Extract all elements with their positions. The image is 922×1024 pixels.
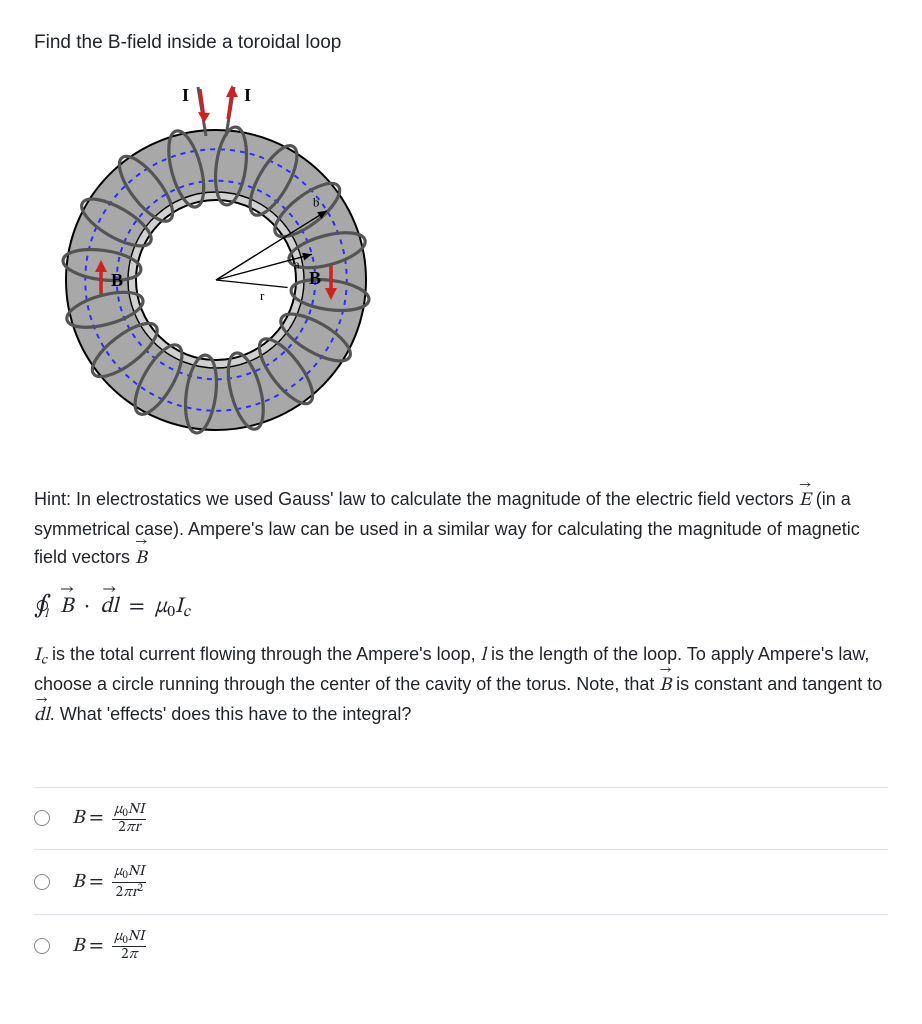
formula-B: B <box>60 590 74 624</box>
para-text-1: is the total current flowing through the… <box>47 644 481 664</box>
opt-N: N <box>128 864 139 879</box>
option-3[interactable]: B = μ0NI 2π <box>34 914 888 969</box>
svg-text:I: I <box>182 85 189 105</box>
hint-text-1: Hint: In electrostatics we used Gauss' l… <box>34 489 799 509</box>
svg-text:b: b <box>313 195 320 210</box>
hint-paragraph: Hint: In electrostatics we used Gauss' l… <box>34 486 888 573</box>
vector-E: E <box>799 486 811 516</box>
opt-N: N <box>128 802 139 817</box>
opt-2-frac: μ0NI 2πr2 <box>112 864 146 900</box>
para-Ic-I: I <box>34 645 41 665</box>
formula-mu: μ <box>155 596 167 618</box>
opt-r: r <box>135 820 141 835</box>
opt-pi: π <box>129 947 138 962</box>
answer-options: B = μ0NI 2πr B = μ0NI 2πr2 B = μ0NI 2π <box>34 787 888 969</box>
formula-Isub: c <box>183 604 190 620</box>
opt-I: I <box>139 864 144 879</box>
option-2[interactable]: B = μ0NI 2πr2 <box>34 849 888 914</box>
opt-B: B <box>72 931 84 962</box>
opt-N: N <box>128 929 139 944</box>
opt-pi: π <box>123 884 132 899</box>
opt-I: I <box>139 929 144 944</box>
opt-B: B <box>72 867 84 898</box>
figure-toroid: I I B Ba b r <box>46 75 888 456</box>
opt-r2: 2 <box>138 883 143 894</box>
svg-text:a: a <box>294 257 300 272</box>
para-text-4: . What 'effects' does this have to the i… <box>50 704 412 724</box>
opt-1-frac: μ0NI 2πr <box>112 802 146 836</box>
option-2-label: B = μ0NI 2πr2 <box>72 864 146 900</box>
opt-3-frac: μ0NI 2π <box>112 929 146 963</box>
para-dl: dl <box>34 701 50 731</box>
option-1[interactable]: B = μ0NI 2πr <box>34 787 888 850</box>
question-title: Find the B-field inside a toroidal loop <box>34 28 888 57</box>
svg-text:I: I <box>244 85 251 105</box>
radio-icon[interactable] <box>34 810 50 826</box>
formula-I: I <box>175 596 183 618</box>
svg-text:B: B <box>309 268 321 288</box>
explanation-paragraph: Ic is the total current flowing through … <box>34 641 888 731</box>
opt-pi: π <box>126 820 135 835</box>
radio-icon[interactable] <box>34 938 50 954</box>
opt-B: B <box>72 803 84 834</box>
para-text-3: is constant and tangent to <box>671 674 882 694</box>
vector-B: B <box>135 544 147 574</box>
svg-text:r: r <box>260 288 265 303</box>
ampere-law-formula: ∮l B · dl = μ0Ic <box>34 587 888 626</box>
formula-dl: dl <box>100 590 118 624</box>
opt-I: I <box>139 802 144 817</box>
option-3-label: B = μ0NI 2π <box>72 929 146 963</box>
option-1-label: B = μ0NI 2πr <box>72 802 146 836</box>
svg-text:B: B <box>111 270 123 290</box>
radio-icon[interactable] <box>34 874 50 890</box>
para-Bvec: B <box>659 671 671 701</box>
